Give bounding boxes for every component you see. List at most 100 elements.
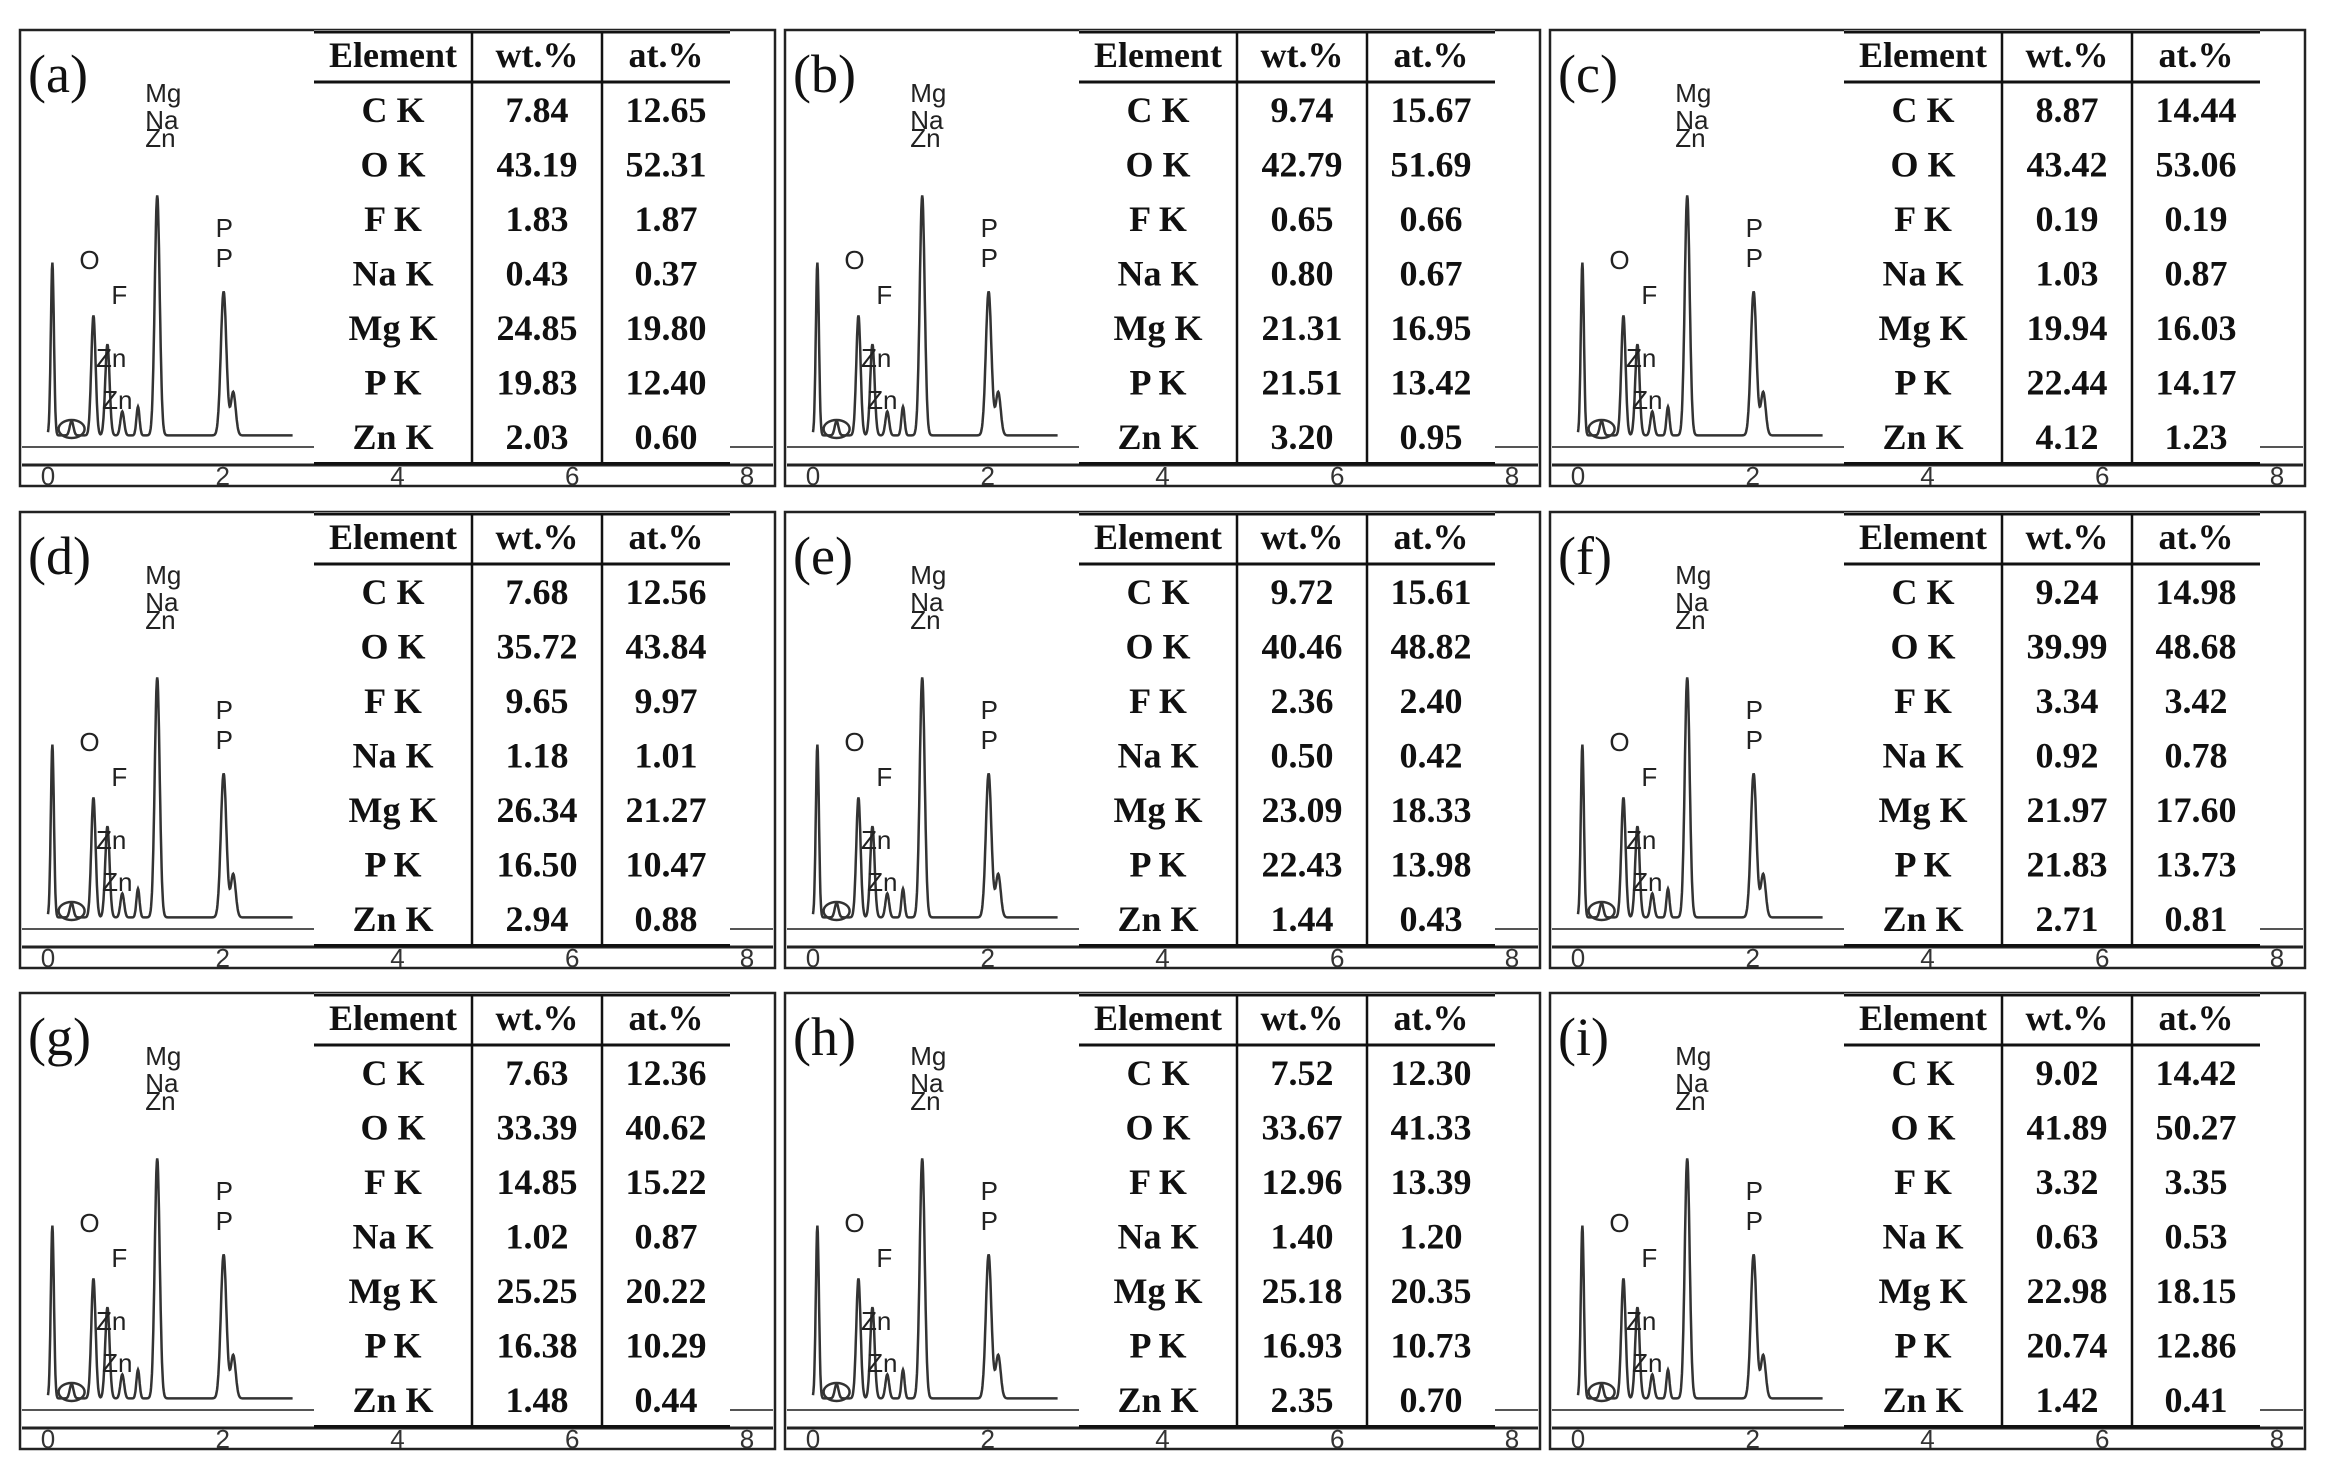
table-element-cell: Na K (1883, 736, 1964, 776)
peak-label: P (216, 1206, 233, 1236)
x-tick-label: 6 (565, 943, 579, 973)
peak-label: O (79, 1208, 99, 1238)
table-element-cell: Mg K (349, 308, 438, 348)
table-at-cell: 15.67 (1391, 90, 1472, 130)
x-tick-label: 4 (390, 461, 404, 491)
table-header-cell: at.% (2159, 998, 2234, 1038)
peak-label: O (79, 245, 99, 275)
table-element-cell: P K (364, 363, 421, 403)
x-tick-label: 6 (1330, 943, 1344, 973)
table-element-cell: O K (1125, 145, 1190, 185)
table-at-cell: 0.42 (1400, 736, 1463, 776)
table-wt-cell: 16.93 (1262, 1326, 1343, 1366)
table-element-cell: C K (1892, 90, 1955, 130)
table-element-cell: F K (364, 199, 422, 239)
table-at-cell: 14.17 (2156, 363, 2237, 403)
table-element-cell: Na K (353, 1217, 434, 1257)
table-header-cell: Element (1094, 998, 1222, 1038)
x-tick-label: 2 (1746, 461, 1760, 491)
peak-label: P (1746, 695, 1763, 725)
table-at-cell: 10.29 (626, 1326, 707, 1366)
composition-table-bg (314, 30, 730, 464)
panel-label: (d) (28, 526, 91, 586)
table-at-cell: 1.20 (1400, 1217, 1463, 1257)
peak-label: Zn (861, 343, 891, 373)
table-at-cell: 13.42 (1391, 363, 1472, 403)
table-element-cell: C K (362, 90, 425, 130)
x-tick-label: 2 (216, 943, 230, 973)
table-wt-cell: 21.83 (2027, 845, 2108, 885)
table-element-cell: Zn K (352, 899, 433, 939)
table-at-cell: 52.31 (626, 145, 707, 185)
table-element-cell: P K (1894, 363, 1951, 403)
peak-label: Mg (1675, 1041, 1711, 1071)
composition-table-bg (1844, 512, 2260, 946)
table-at-cell: 15.22 (626, 1162, 707, 1202)
table-wt-cell: 0.65 (1271, 199, 1334, 239)
x-tick-label: 0 (41, 461, 55, 491)
x-tick-label: 2 (216, 1424, 230, 1454)
peak-label: Zn (1675, 1086, 1705, 1116)
composition-table-bg (1844, 30, 2260, 464)
table-at-cell: 0.43 (1400, 899, 1463, 939)
x-tick-label: 0 (806, 461, 820, 491)
table-element-cell: Mg K (1114, 790, 1203, 830)
table-wt-cell: 1.83 (506, 199, 569, 239)
table-element-cell: O K (360, 1108, 425, 1148)
peak-label: Na (910, 1068, 944, 1098)
panel-label: (b) (793, 44, 856, 104)
x-tick-label: 8 (1505, 1424, 1519, 1454)
table-wt-cell: 22.98 (2027, 1271, 2108, 1311)
peak-label: Zn (867, 385, 897, 415)
peak-label: Zn (102, 1348, 132, 1378)
composition-table-bg (1844, 993, 2260, 1427)
table-element-cell: P K (1129, 1326, 1186, 1366)
table-at-cell: 0.19 (2165, 199, 2228, 239)
table-element-cell: F K (1894, 1162, 1952, 1202)
peak-label: Mg (145, 560, 181, 590)
table-at-cell: 53.06 (2156, 145, 2237, 185)
x-tick-label: 4 (390, 943, 404, 973)
table-wt-cell: 16.50 (497, 845, 578, 885)
table-element-cell: Zn K (1882, 899, 1963, 939)
peak-label: O (1609, 245, 1629, 275)
table-wt-cell: 7.52 (1271, 1053, 1334, 1093)
peak-label: Zn (96, 343, 126, 373)
table-header-cell: wt.% (496, 35, 579, 75)
table-element-cell: O K (1125, 1108, 1190, 1148)
table-wt-cell: 9.02 (2036, 1053, 2099, 1093)
table-element-cell: Mg K (1879, 790, 1968, 830)
table-element-cell: Zn K (1117, 1380, 1198, 1420)
peak-label: Mg (1675, 78, 1711, 108)
table-wt-cell: 23.09 (1262, 790, 1343, 830)
table-element-cell: O K (1890, 1108, 1955, 1148)
table-wt-cell: 33.67 (1262, 1108, 1343, 1148)
table-wt-cell: 12.96 (1262, 1162, 1343, 1202)
table-at-cell: 51.69 (1391, 145, 1472, 185)
peak-label: Mg (1675, 560, 1711, 590)
table-element-cell: Na K (1118, 254, 1199, 294)
table-wt-cell: 1.40 (1271, 1217, 1334, 1257)
peak-label: F (876, 762, 892, 792)
peak-label: F (111, 1243, 127, 1273)
table-element-cell: O K (1890, 145, 1955, 185)
peak-label: Zn (910, 1086, 940, 1116)
table-element-cell: Mg K (349, 1271, 438, 1311)
peak-label: P (216, 243, 233, 273)
table-element-cell: Zn K (1117, 417, 1198, 457)
peak-label: Zn (102, 385, 132, 415)
table-at-cell: 0.66 (1400, 199, 1463, 239)
table-element-cell: C K (362, 572, 425, 612)
table-at-cell: 13.98 (1391, 845, 1472, 885)
table-header-cell: at.% (1394, 35, 1469, 75)
table-wt-cell: 2.03 (506, 417, 569, 457)
x-tick-label: 8 (2270, 943, 2284, 973)
peak-label: Zn (1626, 343, 1656, 373)
table-at-cell: 12.65 (626, 90, 707, 130)
table-wt-cell: 40.46 (1262, 627, 1343, 667)
